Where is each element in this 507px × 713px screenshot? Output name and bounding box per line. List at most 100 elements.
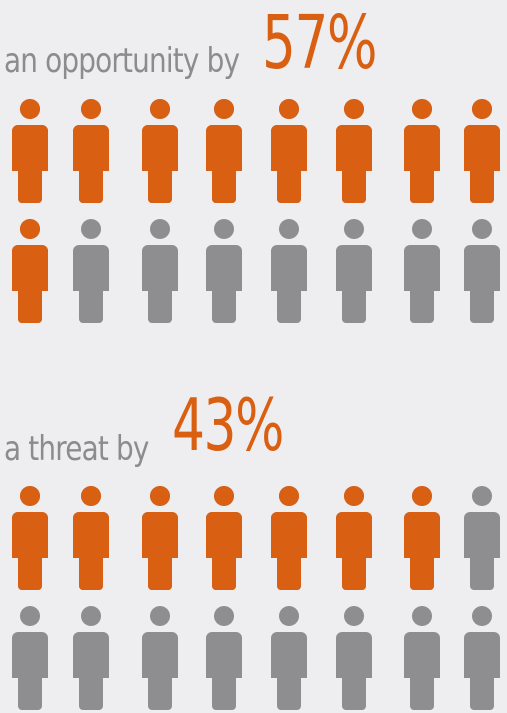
person-icon-svg [142,486,178,590]
person-gray-shape [464,486,500,590]
threat-percentage: 43% [172,383,284,467]
person-icon-svg [336,486,372,590]
threat-label: a threat by [4,429,149,469]
person-gray-shape [12,606,48,710]
person-icon-svg [404,486,440,590]
person-icon [67,602,115,712]
person-icon [200,95,248,205]
person-icon [330,482,378,592]
threat-people-grid [0,482,507,712]
person-icon-svg [404,606,440,710]
person-gray-shape [206,606,242,710]
person-orange-shape [12,99,48,203]
person-gray-shape [142,606,178,710]
person-icon-svg [12,606,48,710]
person-orange-shape [336,486,372,590]
person-orange-shape [142,99,178,203]
person-orange-shape [73,99,109,203]
person-icon [458,602,506,712]
person-gray-shape [464,606,500,710]
person-orange-shape [12,486,48,590]
opportunity-percentage: 57% [262,0,378,86]
person-icon-svg [271,219,307,323]
person-icon-svg [206,486,242,590]
person-icon [330,95,378,205]
person-gray-shape [336,219,372,323]
person-icon-svg [464,486,500,590]
person-icon-svg [206,219,242,323]
person-icon [398,215,446,325]
person-icon [136,215,184,325]
person-icon [6,215,54,325]
person-icon-svg [12,219,48,323]
person-icon-svg [142,219,178,323]
person-icon-svg [336,99,372,203]
person-icon-svg [464,606,500,710]
person-icon [458,95,506,205]
person-icon-svg [271,606,307,710]
person-gray-shape [336,606,372,710]
person-icon-svg [404,219,440,323]
person-icon [458,215,506,325]
opportunity-label: an opportunity by [4,41,240,81]
opportunity-people-grid [0,95,507,325]
person-orange-shape [73,486,109,590]
person-icon [6,482,54,592]
person-orange-shape [464,99,500,203]
person-icon [398,95,446,205]
person-icon [265,215,313,325]
opportunity-section: an opportunity by 57% [0,0,507,340]
person-icon [136,602,184,712]
person-icon-svg [12,486,48,590]
person-icon-svg [206,606,242,710]
person-orange-shape [271,99,307,203]
person-icon-svg [271,99,307,203]
person-orange-shape [404,99,440,203]
person-icon [200,215,248,325]
person-icon-svg [336,219,372,323]
person-icon [67,482,115,592]
person-icon [265,95,313,205]
person-icon [330,215,378,325]
person-icon-svg [464,219,500,323]
person-orange-shape [336,99,372,203]
person-orange-shape [142,486,178,590]
person-gray-shape [271,219,307,323]
person-icon [6,602,54,712]
person-icon [458,482,506,592]
person-icon-svg [12,99,48,203]
person-gray-shape [464,219,500,323]
person-gray-shape [271,606,307,710]
person-orange-shape [271,486,307,590]
person-orange-shape [206,486,242,590]
person-icon [67,95,115,205]
person-gray-shape [404,219,440,323]
person-gray-shape [73,606,109,710]
person-icon [398,602,446,712]
person-icon [265,602,313,712]
person-icon-svg [206,99,242,203]
person-gray-shape [206,219,242,323]
person-icon [136,95,184,205]
person-icon [398,482,446,592]
person-gray-shape [73,219,109,323]
person-icon-svg [142,99,178,203]
person-icon-svg [73,486,109,590]
person-icon-svg [73,606,109,710]
person-orange-shape [404,486,440,590]
person-icon-svg [73,99,109,203]
person-icon [200,482,248,592]
person-icon [265,482,313,592]
person-orange-shape [206,99,242,203]
person-icon [67,215,115,325]
person-icon-svg [73,219,109,323]
person-icon [136,482,184,592]
person-gray-shape [404,606,440,710]
person-gray-shape [142,219,178,323]
person-icon-svg [404,99,440,203]
threat-section: a threat by 43% [0,385,507,713]
person-icon [6,95,54,205]
person-icon-svg [464,99,500,203]
person-icon-svg [142,606,178,710]
person-icon-svg [336,606,372,710]
